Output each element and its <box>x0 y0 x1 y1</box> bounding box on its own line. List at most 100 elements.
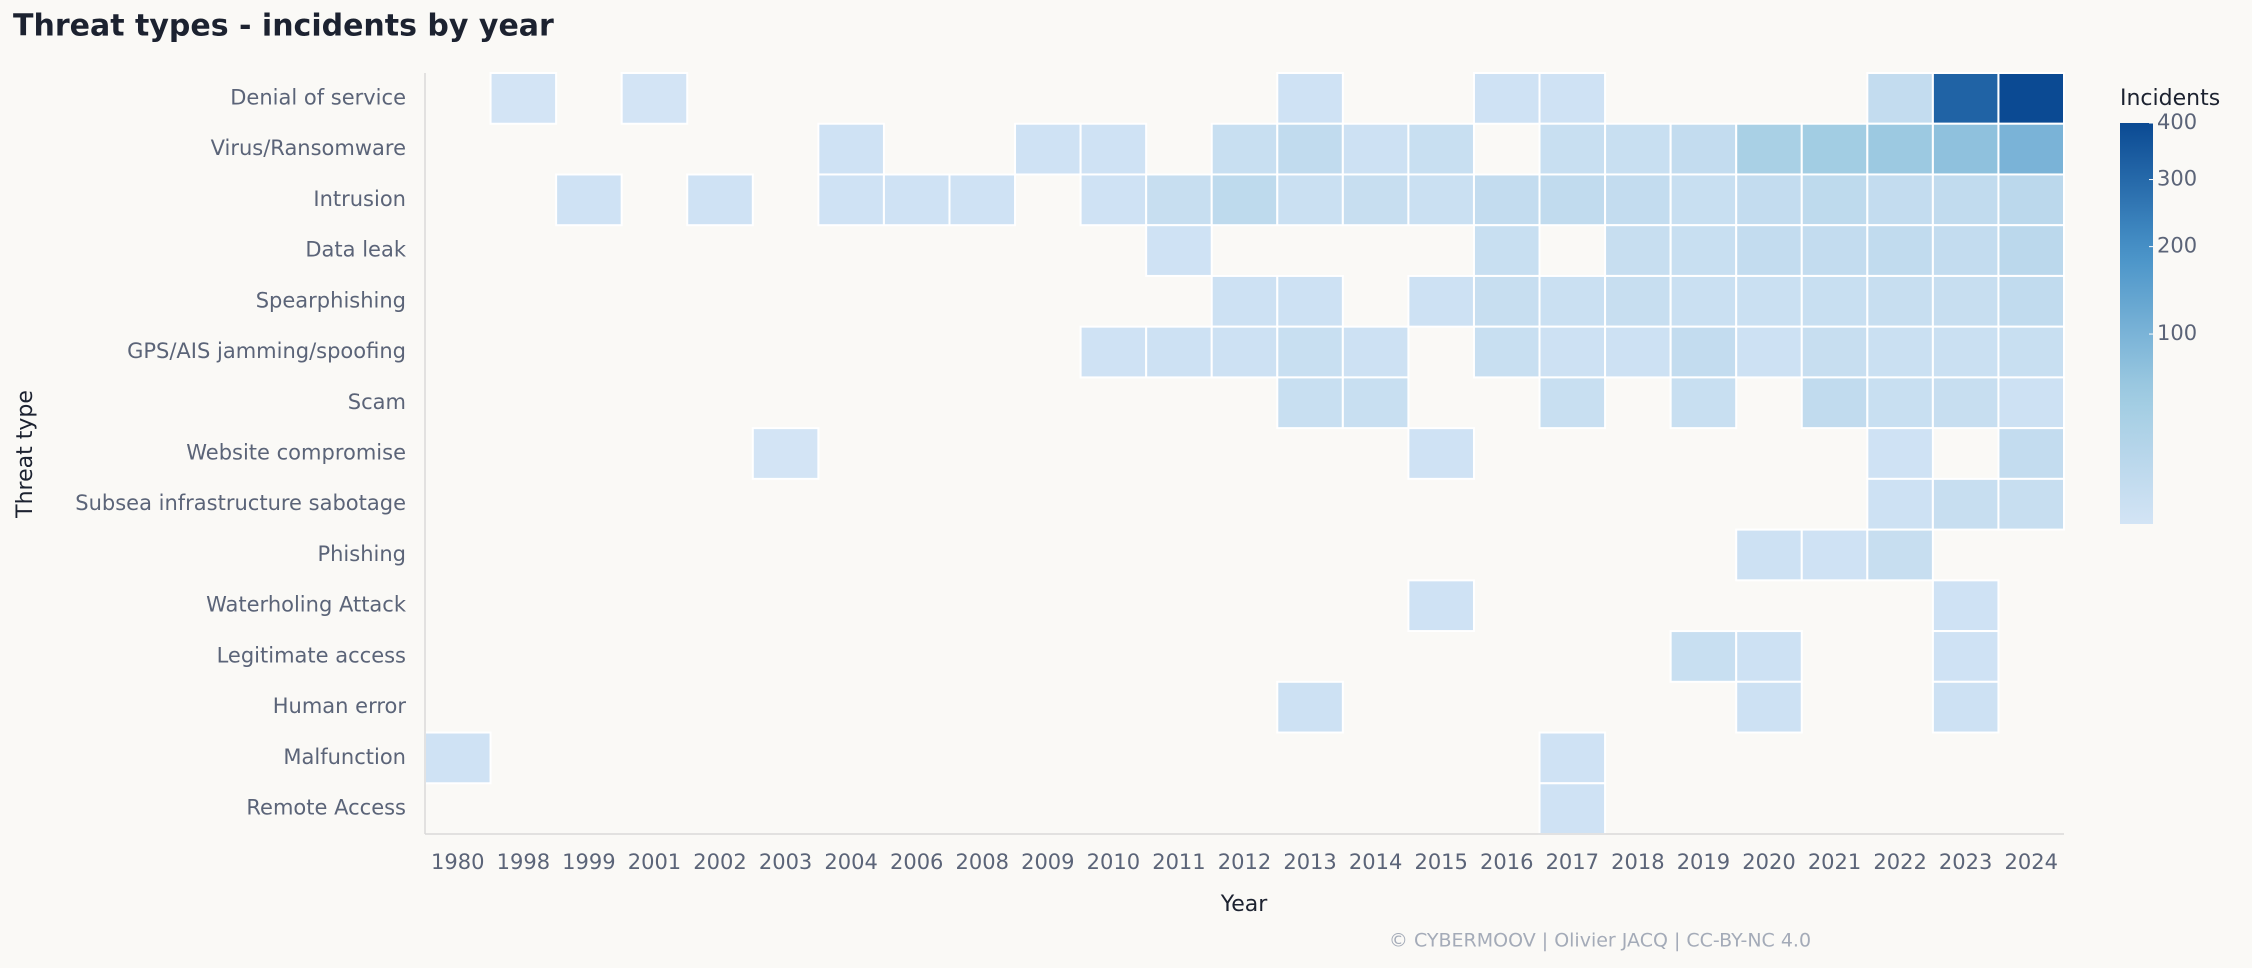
heatmap-cell <box>1735 122 1803 176</box>
heatmap-cell <box>1931 579 2000 633</box>
heatmap-cell <box>1866 427 1934 480</box>
heatmap-cell <box>1735 224 1803 277</box>
heatmap-cell <box>1997 376 2065 430</box>
heatmap-cell <box>1997 122 2065 176</box>
heatmap-cell <box>1735 325 1803 379</box>
heatmap-cell <box>1669 224 1738 277</box>
x-tick-label: 2009 <box>1021 850 1074 874</box>
heatmap-cell <box>1866 173 1934 227</box>
y-tick-label: Legitimate access <box>217 643 406 667</box>
y-tick-label: Phishing <box>317 542 406 566</box>
x-tick-label: 1998 <box>497 850 550 874</box>
heatmap-cell <box>1276 325 1344 379</box>
x-tick-label: 2004 <box>824 850 877 874</box>
heatmap-cell <box>1538 782 1607 835</box>
heatmap-cell <box>1014 122 1082 176</box>
heatmap-cell <box>1538 376 1607 430</box>
heatmap-cell <box>817 122 885 176</box>
heatmap-cell <box>1800 528 1869 582</box>
x-tick-label: 2010 <box>1087 850 1140 874</box>
heatmap-cell <box>1407 427 1475 480</box>
heatmap-cell <box>1669 122 1738 176</box>
heatmap-cell <box>1079 325 1148 379</box>
heatmap-cell <box>1276 274 1344 328</box>
heatmap-cell <box>948 173 1017 227</box>
credit: © CYBERMOOV | Olivier JACQ | CC-BY-NC 4.… <box>1389 930 1811 952</box>
heatmap-cell <box>1669 173 1738 227</box>
heatmap-cell <box>1931 173 2000 227</box>
x-tick-label: 1999 <box>562 850 615 874</box>
x-tick-label: 2019 <box>1677 850 1730 874</box>
y-tick-label: Data leak <box>305 238 406 262</box>
heatmap-cell <box>1276 72 1344 125</box>
chart-title: Threat types - incidents by year <box>13 9 554 44</box>
y-tick-label: Virus/Ransomware <box>211 136 406 160</box>
heatmap-cell <box>1276 680 1344 734</box>
heatmap-cell <box>1341 325 1410 379</box>
heatmap-cell <box>1931 477 2000 531</box>
heatmap-cell <box>1669 274 1738 328</box>
x-tick-label: 2011 <box>1152 850 1205 874</box>
heatmap-cell <box>1931 680 2000 734</box>
heatmap-cell <box>1735 173 1803 227</box>
heatmap-cell <box>1210 325 1279 379</box>
colorbar-tick-label: 100 <box>2157 321 2197 345</box>
heatmap-cell <box>1604 173 1672 227</box>
heatmap-cell <box>1538 173 1607 227</box>
heatmap-cell <box>1866 376 1934 430</box>
y-tick-label: Waterholing Attack <box>206 593 407 617</box>
colorbar-tick-label: 300 <box>2157 167 2197 191</box>
heatmap-cell <box>1210 173 1279 227</box>
heatmap-cell <box>1669 630 1738 683</box>
x-tick-label: 2017 <box>1546 850 1599 874</box>
y-tick-label: Scam <box>348 390 406 414</box>
heatmap-cell <box>1210 274 1279 328</box>
y-tick-label: Website compromise <box>186 441 406 465</box>
heatmap-cell <box>1800 274 1869 328</box>
x-tick-label: 2024 <box>2004 850 2057 874</box>
heatmap-cell <box>1538 325 1607 379</box>
x-tick-label: 2018 <box>1611 850 1664 874</box>
heatmap-cell <box>1538 274 1607 328</box>
heatmap-cell <box>1407 173 1475 227</box>
heatmap-cell <box>1866 72 1934 125</box>
heatmap-cell <box>1341 173 1410 227</box>
x-tick-label: 2012 <box>1218 850 1271 874</box>
heatmap-cell <box>1604 224 1672 277</box>
y-axis-title: Threat type <box>13 390 38 519</box>
heatmap-cell <box>1538 72 1607 125</box>
x-tick-label: 2023 <box>1939 850 1992 874</box>
y-tick-label: Human error <box>273 694 407 718</box>
y-tick-label: Malfunction <box>283 745 406 769</box>
heatmap-cell <box>1735 528 1803 582</box>
heatmap-cell <box>1800 224 1869 277</box>
y-tick-label: Subsea infrastructure sabotage <box>75 491 406 515</box>
heatmap-cell <box>1407 579 1475 633</box>
heatmap-cell <box>1931 72 2000 125</box>
heatmap-cell <box>1866 122 1934 176</box>
heatmap-cell <box>1931 376 2000 430</box>
heatmap-cell <box>1472 274 1541 328</box>
colorbar-tick-label: 400 <box>2157 110 2197 134</box>
heatmap-cell <box>1735 680 1803 734</box>
heatmap-cell <box>1341 376 1410 430</box>
legend-title: Incidents <box>2120 86 2220 111</box>
heatmap-cell <box>1407 274 1475 328</box>
heatmap-cell <box>1800 122 1869 176</box>
heatmap-cell <box>1669 376 1738 430</box>
heatmap-cell <box>1276 173 1344 227</box>
heatmap-cell <box>1931 630 2000 683</box>
heatmap-cell <box>751 427 820 480</box>
heatmap-cell <box>1866 325 1934 379</box>
x-tick-label: 2022 <box>1873 850 1926 874</box>
heatmap-cell <box>1997 325 2065 379</box>
y-tick-label: GPS/AIS jamming/spoofing <box>127 339 406 363</box>
colorbar-tick-label: 200 <box>2157 234 2197 258</box>
x-tick-label: 2008 <box>956 850 1009 874</box>
heatmap-cell <box>620 72 689 125</box>
heatmap-cell <box>1931 325 2000 379</box>
heatmap-cell <box>1866 528 1934 582</box>
x-tick-label: 2014 <box>1349 850 1402 874</box>
x-tick-label: 2016 <box>1480 850 1533 874</box>
